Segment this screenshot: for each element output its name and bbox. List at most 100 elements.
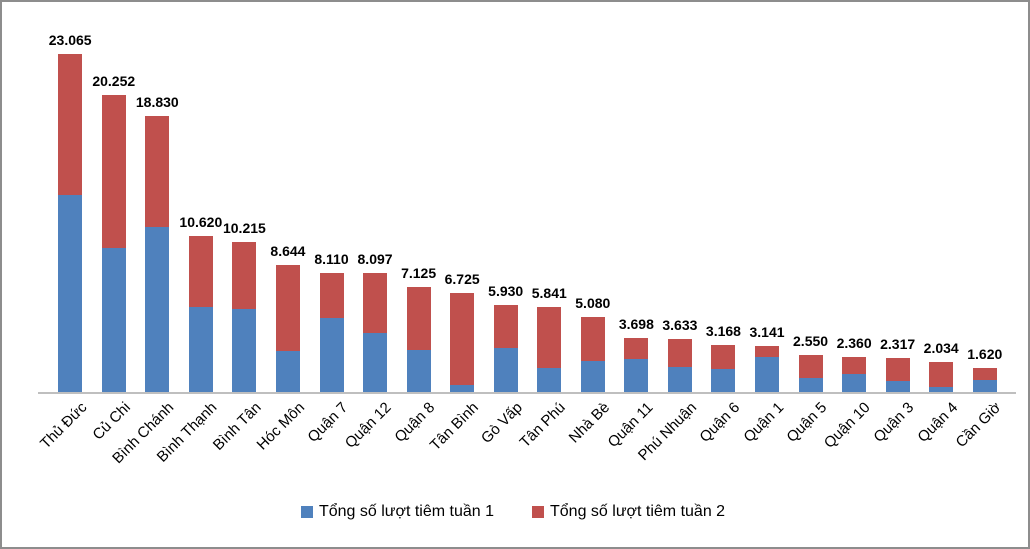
bar-group: 8.110 [310,2,354,392]
x-axis-label: Quận 12 [342,399,395,452]
bar-group: 8.097 [353,2,397,392]
x-axis-label: Cần Giờ [952,399,1005,451]
bar-group: 2.550 [789,2,833,392]
bar-segment-week1 [493,348,518,392]
bar-group: 7.125 [397,2,441,392]
bar-segment-week2 [319,273,344,318]
bar-value-label: 18.830 [135,94,179,110]
bar-segment-week2 [232,242,257,309]
bar-value-label: 6.725 [444,271,480,287]
bar-value-label: 2.034 [923,340,959,356]
bar-stack [842,357,867,392]
bar-segment-week2 [580,317,605,361]
bar-value-label: 5.080 [575,295,611,311]
bar-segment-week1 [319,318,344,392]
bar-segment-week2 [537,307,562,368]
bar-segment-week2 [188,236,213,307]
x-axis-label: Bình Tân [209,399,265,454]
x-axis-label: Quận 6 [696,399,744,446]
bar-segment-week1 [885,381,910,392]
bar-stack [450,293,475,392]
legend-swatch-week2 [532,506,544,518]
bar-stack [755,346,779,392]
bar-group: 5.930 [484,2,528,392]
x-axis-label: Tân Phú [516,399,570,452]
bar-stack [101,95,126,392]
bar-group: 18.830 [135,2,179,392]
legend-item-week1: Tổng số lượt tiêm tuần 1 [300,503,494,521]
bar-segment-week1 [101,248,126,392]
bar-segment-week2 [885,358,910,381]
bar-segment-week2 [755,346,779,357]
bar-group: 3.168 [701,2,745,392]
bar-group: 2.317 [876,2,920,392]
legend-swatch-week1 [300,506,313,518]
bar-stack [624,338,649,392]
bar-segment-week1 [406,350,431,392]
bar-stack [232,242,257,392]
bar-group: 10.215 [222,2,266,392]
bar-segment-week2 [58,54,83,195]
bar-stack [493,305,518,392]
bar-stack [406,287,431,392]
bar-value-label: 2.360 [836,335,872,351]
bar-value-label: 23.065 [48,32,92,48]
bar-stack [188,236,213,392]
bar-stack [929,362,954,392]
bar-segment-week2 [972,368,997,380]
bar-segment-week2 [711,345,736,369]
bar-value-label: 10.620 [179,214,223,230]
bar-group: 5.080 [571,2,615,392]
x-axis-label: Thủ Đức [36,399,90,453]
x-axis-label: Quận 10 [821,399,874,452]
bar-segment-week1 [450,385,475,392]
bar-segment-week2 [450,293,475,385]
x-axis-label: Quận 3 [870,399,918,446]
x-axis-line [38,392,1016,394]
bar-segment-week1 [145,227,170,392]
bar-group: 23.065 [48,2,92,392]
bar-segment-week1 [798,378,823,392]
bar-segment-week1 [275,351,300,392]
bar-segment-week1 [232,309,257,392]
bar-group: 3.633 [658,2,702,392]
bar-segment-week1 [188,307,213,392]
bar-stack [667,339,692,392]
legend-label-week1: Tổng số lượt tiêm tuần 1 [318,503,494,520]
bar-segment-week1 [711,369,736,392]
bar-group: 10.620 [179,2,223,392]
bar-segment-week2 [145,116,170,227]
bar-group: 6.725 [440,2,484,392]
bar-stack [711,345,736,392]
x-axis-label: Quận 1 [739,399,787,446]
legend-label-week2: Tổng số lượt tiêm tuần 2 [550,503,726,520]
bar-value-label: 3.698 [618,316,654,332]
bar-segment-week2 [798,355,823,378]
bar-segment-week2 [667,339,692,367]
bar-segment-week1 [363,333,388,392]
bar-stack [275,265,300,392]
bar-segment-week1 [842,374,867,392]
bar-segment-week1 [667,367,692,392]
bar-group: 20.252 [92,2,136,392]
bar-value-label: 20.252 [92,73,136,89]
bar-group: 5.841 [527,2,571,392]
bar-group: 2.034 [919,2,963,392]
bar-stack [537,307,562,392]
bar-stack [145,116,170,392]
bar-stack [972,368,997,392]
legend-item-week2: Tổng số lượt tiêm tuần 2 [532,503,725,521]
bar-segment-week2 [493,305,518,348]
bar-segment-week1 [580,361,605,392]
bar-stack [885,358,910,392]
bar-value-label: 2.550 [793,333,829,349]
bar-value-label: 10.215 [222,220,266,236]
bar-segment-week2 [929,362,954,387]
bar-segment-week2 [275,265,300,351]
bar-stack [319,273,344,392]
bar-segment-week1 [929,387,954,392]
bar-value-label: 5.930 [488,283,524,299]
bar-segment-week1 [972,380,997,392]
